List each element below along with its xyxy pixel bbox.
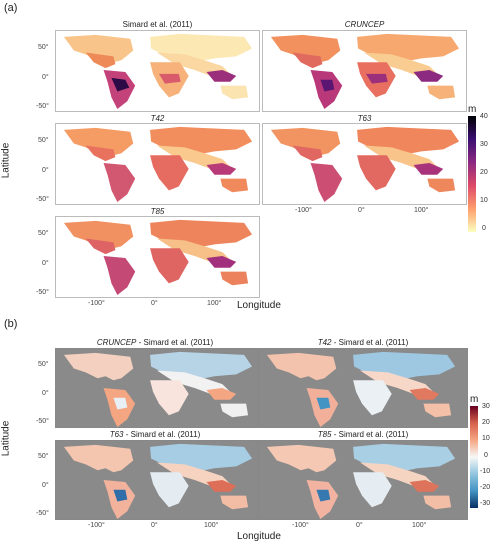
y-axis-title: Latitude bbox=[0, 420, 12, 457]
y-axis-title: Latitude bbox=[0, 142, 12, 179]
colorbar-tick: -30 bbox=[480, 500, 491, 507]
colorbar-tick: 30 bbox=[482, 403, 490, 410]
map-t63 bbox=[262, 123, 467, 205]
colorbar-gradient bbox=[468, 116, 476, 232]
map-canvas bbox=[56, 441, 257, 519]
y-tick: -50° bbox=[36, 289, 49, 296]
colorbar-tick: -20 bbox=[480, 484, 491, 491]
colorbar-tick: 0 bbox=[484, 452, 488, 459]
map-title-text: - Simard et al. (2011) bbox=[123, 430, 201, 439]
map-canvas bbox=[259, 349, 467, 427]
colorbar-gradient bbox=[470, 406, 478, 508]
map-title-text: - Simard et al. (2011) bbox=[136, 338, 214, 347]
map-t42-diff bbox=[258, 348, 468, 428]
colorbar-unit: m bbox=[468, 104, 477, 115]
x-tick: 0° bbox=[356, 522, 363, 529]
y-tick: 50° bbox=[38, 230, 49, 237]
x-tick: 100° bbox=[414, 207, 429, 214]
map-title-cruncep-diff: CRUNCEP - Simard et al. (2011) bbox=[55, 338, 255, 347]
x-tick: -100° bbox=[88, 522, 105, 529]
panel-b-label: (b) bbox=[4, 318, 18, 330]
map-title-t63-diff: T63 - Simard et al. (2011) bbox=[55, 430, 255, 439]
map-title-text: T42 bbox=[150, 114, 165, 123]
colorbar-tick: 10 bbox=[482, 435, 490, 442]
y-tick: 50° bbox=[38, 137, 49, 144]
x-tick: 0° bbox=[151, 522, 158, 529]
colorbar-tick: 20 bbox=[480, 169, 488, 176]
map-title-t42-diff: T42 - Simard et al. (2011) bbox=[258, 338, 468, 347]
x-tick: 0° bbox=[151, 300, 158, 307]
y-tick: 0° bbox=[42, 482, 49, 489]
map-cruncep-diff bbox=[55, 348, 258, 428]
y-tick: -50° bbox=[36, 418, 49, 425]
map-title-text: T42 bbox=[317, 338, 332, 347]
map-canvas bbox=[263, 31, 466, 111]
map-title-t85: T85 bbox=[55, 207, 260, 216]
panel-a-label: (a) bbox=[4, 2, 18, 14]
map-title-text: - Simard et al. (2011) bbox=[331, 430, 409, 439]
y-tick: 50° bbox=[38, 453, 49, 460]
map-title-t85-diff: T85 - Simard et al. (2011) bbox=[258, 430, 468, 439]
y-tick: -50° bbox=[36, 510, 49, 517]
colorbar-tick: 10 bbox=[480, 197, 488, 204]
map-title-text: T63 bbox=[357, 114, 372, 123]
map-title-text: CRUNCEP bbox=[344, 20, 385, 29]
map-canvas bbox=[56, 349, 257, 427]
colorbar-tick: 20 bbox=[482, 419, 490, 426]
x-tick: 0° bbox=[358, 207, 365, 214]
map-t85-diff bbox=[258, 440, 468, 520]
map-title-cruncep: CRUNCEP bbox=[262, 20, 467, 29]
map-cruncep bbox=[262, 30, 467, 112]
colorbar-tick: -10 bbox=[480, 468, 491, 475]
colorbar-tick: 0 bbox=[482, 225, 486, 232]
map-title-t63: T63 bbox=[262, 114, 467, 123]
colorbar-unit: m bbox=[470, 394, 479, 405]
y-tick: 0° bbox=[42, 74, 49, 81]
map-title-simard: Simard et al. (2011) bbox=[55, 20, 260, 29]
map-title-text: Simard et al. (2011) bbox=[122, 20, 193, 29]
map-canvas bbox=[259, 441, 467, 519]
map-title-text: T63 bbox=[109, 430, 124, 439]
x-axis-title: Longitude bbox=[237, 531, 281, 542]
x-tick: -100° bbox=[295, 207, 312, 214]
y-tick: 0° bbox=[42, 390, 49, 397]
x-tick: -100° bbox=[292, 522, 309, 529]
x-axis-title: Longitude bbox=[237, 300, 281, 311]
map-title-text: - Simard et al. (2011) bbox=[331, 338, 409, 347]
map-canvas bbox=[56, 31, 259, 111]
map-canvas bbox=[263, 124, 466, 204]
map-canvas bbox=[56, 124, 259, 204]
map-t63-diff bbox=[55, 440, 258, 520]
y-tick: 50° bbox=[38, 361, 49, 368]
x-tick: 100° bbox=[207, 300, 222, 307]
x-tick: 100° bbox=[204, 522, 219, 529]
map-t42 bbox=[55, 123, 260, 205]
y-tick: 0° bbox=[42, 260, 49, 267]
map-title-text: CRUNCEP bbox=[96, 338, 137, 347]
map-t85 bbox=[55, 216, 260, 298]
map-title-t42: T42 bbox=[55, 114, 260, 123]
x-tick: 100° bbox=[412, 522, 427, 529]
colorbar-tick: 40 bbox=[480, 113, 488, 120]
y-tick: 50° bbox=[38, 44, 49, 51]
y-tick: 0° bbox=[42, 167, 49, 174]
map-canvas bbox=[56, 217, 259, 297]
map-simard bbox=[55, 30, 260, 112]
y-tick: -50° bbox=[36, 196, 49, 203]
map-title-text: T85 bbox=[317, 430, 332, 439]
y-tick: -50° bbox=[36, 103, 49, 110]
map-title-text: T85 bbox=[150, 207, 165, 216]
colorbar-tick: 30 bbox=[480, 141, 488, 148]
x-tick: -100° bbox=[88, 300, 105, 307]
